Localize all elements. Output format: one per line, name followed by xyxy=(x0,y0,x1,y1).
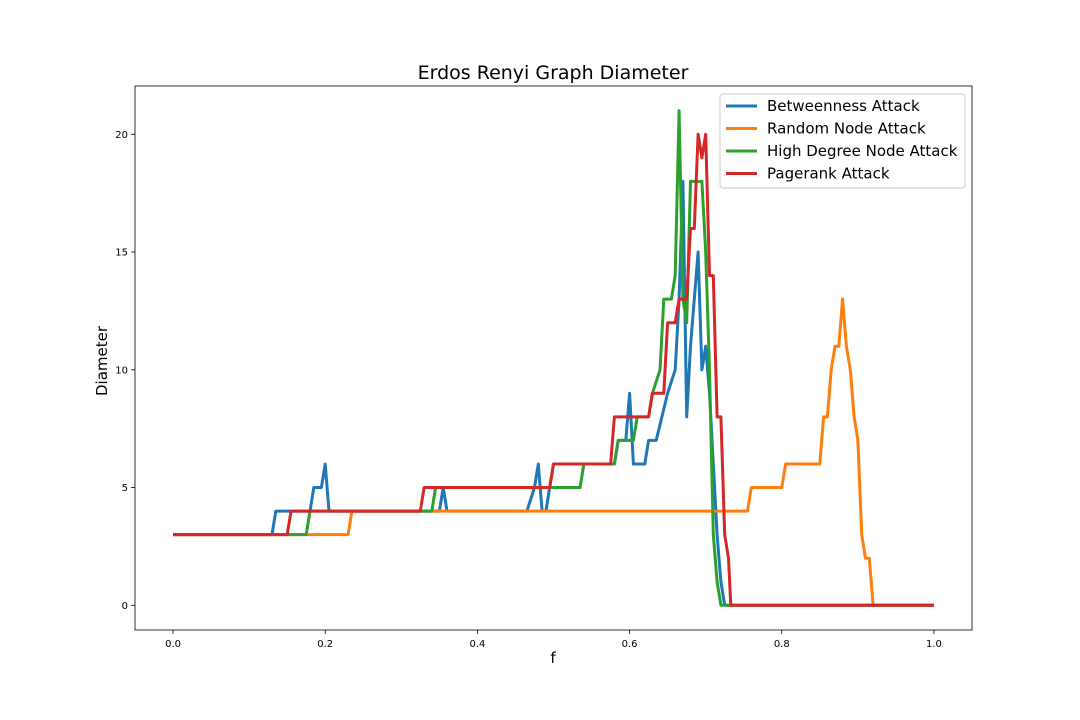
chart-title: Erdos Renyi Graph Diameter xyxy=(418,62,689,84)
legend-label-3: Pagerank Attack xyxy=(767,165,890,183)
series-line-3 xyxy=(173,132,934,607)
x-axis-label: f xyxy=(550,649,556,667)
ticks-layer: 0.0 0.2 0.4 0.6 0.8 1.0 0 5 10 15 20 xyxy=(115,130,942,650)
y-tick-label: 20 xyxy=(115,130,128,141)
series-line-1 xyxy=(173,297,934,607)
x-tick-label: 0.6 xyxy=(622,639,638,650)
plot-frame xyxy=(134,85,973,631)
y-tick-label: 15 xyxy=(115,248,128,259)
x-tick-label: 0.0 xyxy=(165,639,181,650)
series-layer xyxy=(173,109,934,607)
x-tick-label: 0.2 xyxy=(317,639,333,650)
x-tick-label: 0.8 xyxy=(774,639,790,650)
legend: Betweenness Attack Random Node Attack High… xyxy=(719,93,966,189)
legend-label-1: Random Node Attack xyxy=(767,120,926,138)
x-tick-label: 1.0 xyxy=(926,639,942,650)
x-tick-label: 0.4 xyxy=(469,639,485,650)
y-tick-label: 5 xyxy=(122,483,128,494)
legend-label-0: Betweenness Attack xyxy=(767,97,920,115)
y-tick-label: 0 xyxy=(122,601,128,612)
legend-label-2: High Degree Node Attack xyxy=(767,142,958,160)
legend-entries: Betweenness Attack Random Node Attack High… xyxy=(726,97,958,183)
legend-box xyxy=(719,93,966,189)
y-axis-label: Diameter xyxy=(93,325,111,396)
y-tick-label: 10 xyxy=(115,365,128,376)
